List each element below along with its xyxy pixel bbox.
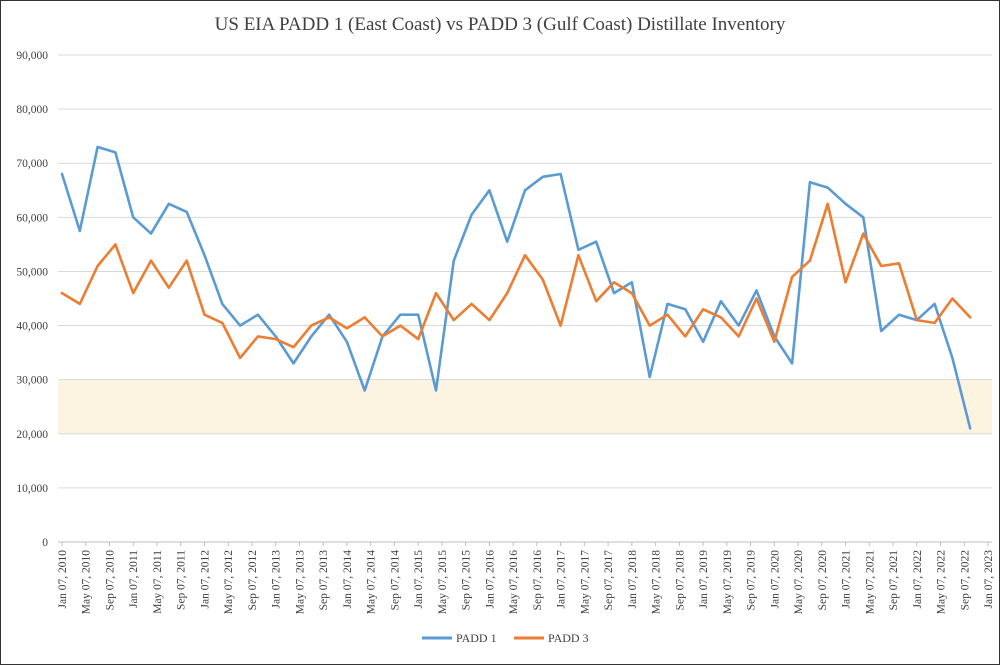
x-tick-label: Sep 07, 2013 xyxy=(318,550,330,611)
x-tick-label: May 07, 2015 xyxy=(437,550,449,614)
x-tick-label: Sep 07, 2018 xyxy=(674,550,686,611)
x-tick-label: Sep 07, 2021 xyxy=(888,550,900,611)
y-tick-label: 20,000 xyxy=(16,429,48,441)
x-tick-label: Jan 07, 2010 xyxy=(57,550,69,609)
x-tick-label: Sep 07, 2022 xyxy=(959,550,971,611)
y-tick-label: 80,000 xyxy=(16,104,48,116)
x-tick-label: May 07, 2021 xyxy=(864,550,876,614)
x-tick-label: May 07, 2018 xyxy=(651,550,663,614)
legend-label: PADD 1 xyxy=(456,631,497,645)
x-tick-label: May 07, 2019 xyxy=(722,550,734,614)
x-tick-label: Sep 07, 2012 xyxy=(247,550,259,611)
x-tick-label: Sep 07, 2015 xyxy=(461,550,473,611)
x-tick-label: Jan 07, 2018 xyxy=(627,550,639,609)
x-tick-label: Sep 07, 2014 xyxy=(389,550,401,611)
x-tick-label: May 07, 2014 xyxy=(366,550,378,614)
x-tick-label: Jan 07, 2021 xyxy=(841,550,853,609)
x-tick-label: May 07, 2012 xyxy=(223,550,235,614)
chart-title: US EIA PADD 1 (East Coast) vs PADD 3 (Gu… xyxy=(214,14,786,35)
x-tick-label: Jan 07, 2023 xyxy=(983,550,995,609)
x-tick-label: Sep 07, 2016 xyxy=(532,550,544,611)
legend: PADD 1 PADD 3 xyxy=(422,631,589,645)
y-tick-label: 70,000 xyxy=(16,158,48,170)
x-tick-label: May 07, 2011 xyxy=(152,550,164,614)
y-tick-label: 10,000 xyxy=(16,483,48,495)
x-tick-label: May 07, 2016 xyxy=(508,550,520,614)
x-tick-label: Jan 07, 2012 xyxy=(199,550,211,609)
series-line-padd-3 xyxy=(60,202,972,360)
x-tick-label: Jan 07, 2014 xyxy=(342,550,354,609)
x-tick-label: May 07, 2017 xyxy=(579,550,591,614)
x-tick-label: Jan 07, 2017 xyxy=(556,550,568,609)
x-tick-label: Jan 07, 2022 xyxy=(912,550,924,609)
x-tick-label: May 07, 2020 xyxy=(793,550,805,614)
x-tick-label: May 07, 2010 xyxy=(81,550,93,614)
y-tick-label: 60,000 xyxy=(16,212,48,224)
x-tick-label: May 07, 2022 xyxy=(936,550,948,614)
x-tick-label: Sep 07, 2010 xyxy=(104,550,116,611)
y-tick-label: 50,000 xyxy=(16,266,48,278)
x-tick-label: Jan 07, 2011 xyxy=(128,550,140,608)
y-tick-label: 0 xyxy=(42,537,48,549)
x-tick-label: Sep 07, 2011 xyxy=(176,550,188,610)
x-tick-label: Jan 07, 2015 xyxy=(413,550,425,609)
x-tick-label: Sep 07, 2017 xyxy=(603,550,615,611)
x-tick-label: Sep 07, 2020 xyxy=(817,550,829,611)
x-tick-label: May 07, 2013 xyxy=(294,550,306,614)
x-tick-label: Jan 07, 2019 xyxy=(698,550,710,609)
y-tick-label: 90,000 xyxy=(16,50,48,62)
y-tick-label: 30,000 xyxy=(16,375,48,387)
x-tick-label: Jan 07, 2020 xyxy=(769,550,781,609)
shaded-band xyxy=(58,379,992,434)
legend-label: PADD 3 xyxy=(548,631,589,645)
x-tick-label: Jan 07, 2016 xyxy=(484,550,496,609)
x-tick-label: Sep 07, 2019 xyxy=(746,550,758,611)
series-line-padd-1 xyxy=(60,145,972,430)
x-tick-label: Jan 07, 2013 xyxy=(271,550,283,609)
y-tick-label: 40,000 xyxy=(16,321,48,333)
